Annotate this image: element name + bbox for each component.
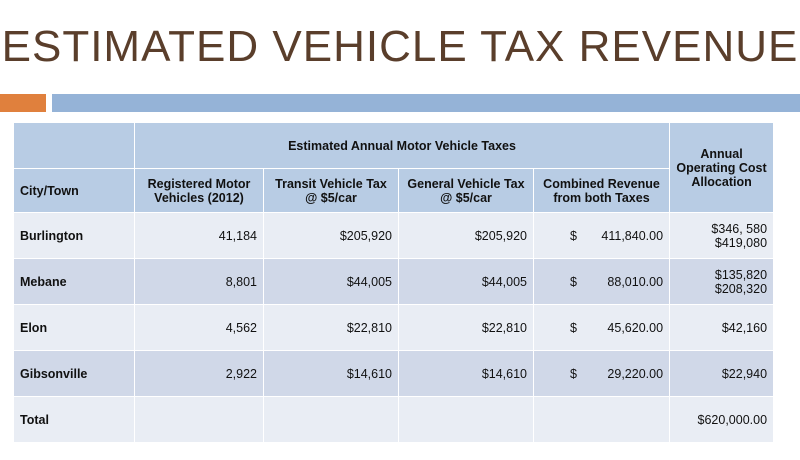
table-row: Elon 4,562 $22,810 $22,810 $ 45,620.00 $… [13,304,775,351]
general-cell: $22,810 [398,304,534,351]
annual-cell: $42,160 [669,304,775,351]
transit-cell: $205,920 [263,212,399,259]
table-row: Mebane 8,801 $44,005 $44,005 $ 88,010.00… [13,258,775,305]
combined-cell: $ 29,220.00 [532,350,671,397]
table-row: Gibsonville 2,922 $14,610 $14,610 $ 29,2… [13,350,775,397]
transit-cell: $44,005 [263,258,399,305]
transit-cell: $22,810 [263,304,399,351]
currency-symbol: $ [570,228,577,243]
combined-value: 29,220.00 [607,366,664,381]
registered-header: Registered Motor Vehicles (2012) [134,168,264,213]
annual-line-1: $135,820 [714,267,768,282]
combined-cell: $ 88,010.00 [532,258,671,305]
blank-header-cell [13,122,135,169]
annual-cell: $22,940 [669,350,775,397]
combined-cell: $ 45,620.00 [532,304,671,351]
annual-line-1: $22,940 [721,366,768,381]
total-label: Total [13,396,135,443]
annual-line-2: $419,080 [714,235,768,250]
registered-cell: 4,562 [134,304,264,351]
annual-line-2: $208,320 [714,281,768,296]
empty-cell [398,396,534,443]
general-cell: $14,610 [398,350,534,397]
city-header: City/Town [13,168,135,213]
currency-symbol: $ [570,274,577,289]
annual-line-1: $42,160 [721,320,768,335]
registered-cell: 41,184 [134,212,264,259]
city-cell: Elon [13,304,135,351]
combined-cell: $ 411,840.00 [532,212,671,259]
empty-cell [263,396,399,443]
registered-cell: 8,801 [134,258,264,305]
currency-symbol: $ [570,320,577,335]
empty-cell [134,396,264,443]
transit-header: Transit Vehicle Tax @ $5/car [263,168,399,213]
empty-cell [532,396,671,443]
annual-cell: $135,820 $208,320 [669,258,775,305]
registered-cell: 2,922 [134,350,264,397]
currency-symbol: $ [570,366,577,381]
combined-header: Combined Revenue from both Taxes [532,168,671,213]
annual-line-1: $346, 580 [711,221,768,236]
transit-cell: $14,610 [263,350,399,397]
vehicle-tax-table: Estimated Annual Motor Vehicle Taxes Ann… [13,122,775,443]
accent-bar-blue [52,94,800,112]
annual-cell: $346, 580 $419,080 [669,212,775,259]
group-header: Estimated Annual Motor Vehicle Taxes [133,122,671,169]
general-header: General Vehicle Tax @ $5/car [398,168,534,213]
total-row: Total $620,000.00 [13,396,775,443]
city-cell: Mebane [13,258,135,305]
general-cell: $205,920 [398,212,534,259]
accent-bar-orange [0,94,46,112]
city-cell: Burlington [13,212,135,259]
combined-value: 88,010.00 [607,274,664,289]
general-cell: $44,005 [398,258,534,305]
total-annual: $620,000.00 [669,396,775,443]
city-cell: Gibsonville [13,350,135,397]
combined-value: 411,840.00 [601,228,664,243]
combined-value: 45,620.00 [607,320,664,335]
slide-title: ESTIMATED VEHICLE TAX REVENUE [1,22,799,71]
table-row: Burlington 41,184 $205,920 $205,920 $ 41… [13,212,775,259]
annual-header: Annual Operating Cost Allocation [669,122,775,213]
